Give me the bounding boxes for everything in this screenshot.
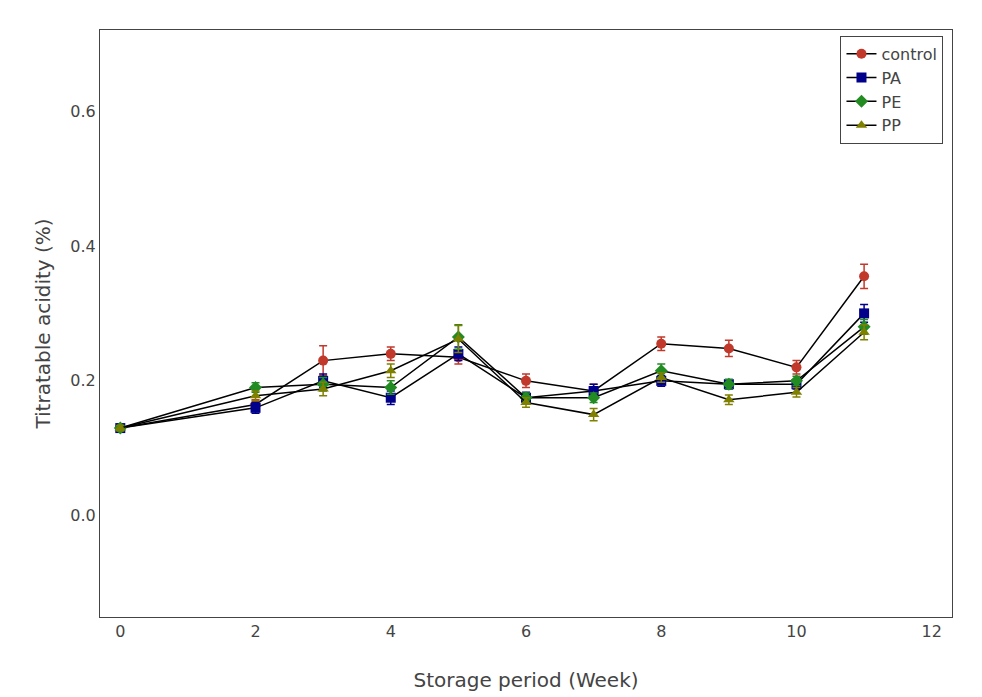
svg-text:PA: PA bbox=[881, 69, 901, 88]
svg-text:0: 0 bbox=[115, 622, 125, 641]
svg-text:control: control bbox=[881, 45, 936, 64]
svg-text:12: 12 bbox=[922, 622, 942, 641]
svg-text:0.2: 0.2 bbox=[70, 371, 95, 390]
svg-text:4: 4 bbox=[386, 622, 396, 641]
svg-text:Titratable acidity (%): Titratable acidity (%) bbox=[31, 218, 55, 429]
svg-text:10: 10 bbox=[786, 622, 806, 641]
svg-text:PP: PP bbox=[881, 116, 901, 135]
svg-text:0.0: 0.0 bbox=[70, 506, 95, 525]
svg-text:0.4: 0.4 bbox=[70, 237, 95, 256]
svg-text:PE: PE bbox=[881, 93, 901, 112]
svg-text:2: 2 bbox=[250, 622, 260, 641]
svg-text:Storage period (Week): Storage period (Week) bbox=[413, 668, 638, 692]
svg-text:0.6: 0.6 bbox=[70, 102, 95, 121]
svg-text:6: 6 bbox=[521, 622, 531, 641]
svg-text:8: 8 bbox=[656, 622, 666, 641]
